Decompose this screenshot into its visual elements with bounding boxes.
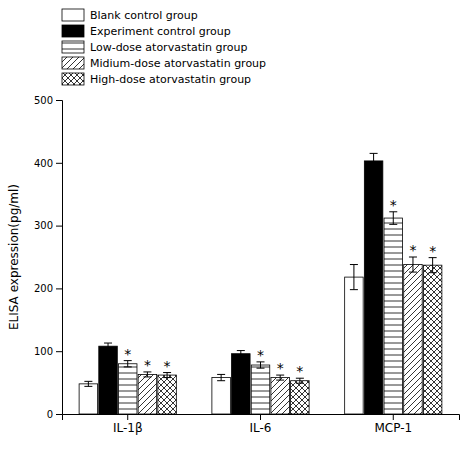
tick-mark [56, 163, 62, 164]
bar [212, 378, 230, 414]
tick-label: MCP-1 [374, 421, 412, 435]
tick-label: 400 [34, 158, 53, 169]
error-bar [84, 381, 92, 386]
bar [118, 364, 136, 414]
bar [271, 378, 289, 414]
annotation: * [164, 358, 171, 374]
y-axis-title: ELISA expression(pg/ml) [7, 184, 21, 330]
annotation: * [296, 363, 303, 379]
bar [138, 374, 156, 414]
tick: 500 [34, 95, 62, 106]
bar [251, 365, 269, 414]
legend-swatch [62, 9, 84, 21]
tick-mark [260, 414, 261, 420]
tick-mark [56, 226, 62, 227]
legend-item: Experiment control group [62, 25, 231, 38]
error-bar [370, 153, 378, 168]
tick-mark [56, 100, 62, 101]
tick-mark [56, 414, 62, 415]
tick-mark [56, 288, 62, 289]
annotation: * [409, 242, 416, 258]
legend: Blank control group Experiment control gr… [62, 9, 266, 86]
tick-label: IL-6 [250, 421, 272, 435]
tick: 0 [47, 409, 62, 420]
legend-item: Blank control group [62, 9, 198, 22]
tick: 100 [34, 346, 62, 357]
bar [423, 265, 441, 414]
legend-swatch [62, 73, 84, 85]
error-bar [389, 212, 397, 225]
bar [99, 346, 117, 414]
legend-swatch [62, 41, 84, 53]
legend-label: Midium-dose atorvastatin group [90, 57, 266, 70]
tick: 400 [34, 158, 62, 169]
legend-item: High-dose atorvastatin group [62, 73, 251, 86]
tick-label: 200 [34, 283, 53, 294]
annotation: * [390, 197, 397, 213]
tick-label: 100 [34, 346, 53, 357]
tick-label: 300 [34, 220, 53, 231]
annotation: * [277, 360, 284, 376]
error-bar [217, 374, 225, 380]
tick: 300 [34, 220, 62, 231]
tick-mark [127, 414, 128, 420]
bar [291, 381, 309, 414]
legend-item: Low-dose atorvastatin group [62, 41, 247, 54]
bar [364, 161, 382, 414]
error-bar [237, 351, 245, 357]
error-bar [409, 257, 417, 272]
tick: MCP-1 [374, 414, 412, 435]
bar [232, 354, 250, 414]
annotations: * * * * * * * * * [124, 197, 436, 379]
chart: 0 100 200 300 400 500 IL-1β IL-6 MCP-1 ELISA expr… [0, 0, 474, 449]
annotation: * [257, 347, 264, 363]
legend-label: Blank control group [90, 9, 198, 22]
legend-label: Experiment control group [90, 25, 231, 38]
legend-item: Midium-dose atorvastatin group [62, 57, 266, 70]
annotation: * [144, 357, 151, 373]
legend-label: Low-dose atorvastatin group [90, 41, 247, 54]
bar [79, 384, 97, 414]
bar [345, 277, 363, 414]
tick-label: IL-1β [113, 421, 143, 435]
tick-label: 500 [34, 95, 53, 106]
legend-label: High-dose atorvastatin group [90, 73, 251, 86]
bar [384, 218, 402, 414]
x-axis: IL-1β IL-6 MCP-1 [63, 414, 460, 435]
error-bar [104, 343, 112, 349]
tick-label: 0 [47, 409, 53, 420]
annotation: * [124, 346, 131, 362]
error-bar [429, 258, 437, 273]
tick: 200 [34, 283, 62, 294]
bar [404, 265, 422, 414]
y-axis: 0 100 200 300 400 500 [34, 95, 63, 420]
tick-mark [393, 414, 394, 420]
tick-mark [56, 351, 62, 352]
legend-swatch [62, 57, 84, 69]
error-bar [350, 265, 358, 290]
axis-line [63, 415, 460, 421]
axis-line [56, 101, 63, 415]
plot: 0 100 200 300 400 500 IL-1β IL-6 MCP-1 ELISA expr… [7, 95, 460, 435]
bars [79, 153, 442, 414]
tick: IL-6 [250, 414, 272, 435]
tick: IL-1β [113, 414, 143, 435]
bar [158, 375, 176, 414]
annotation: * [429, 243, 436, 259]
legend-swatch [62, 25, 84, 37]
